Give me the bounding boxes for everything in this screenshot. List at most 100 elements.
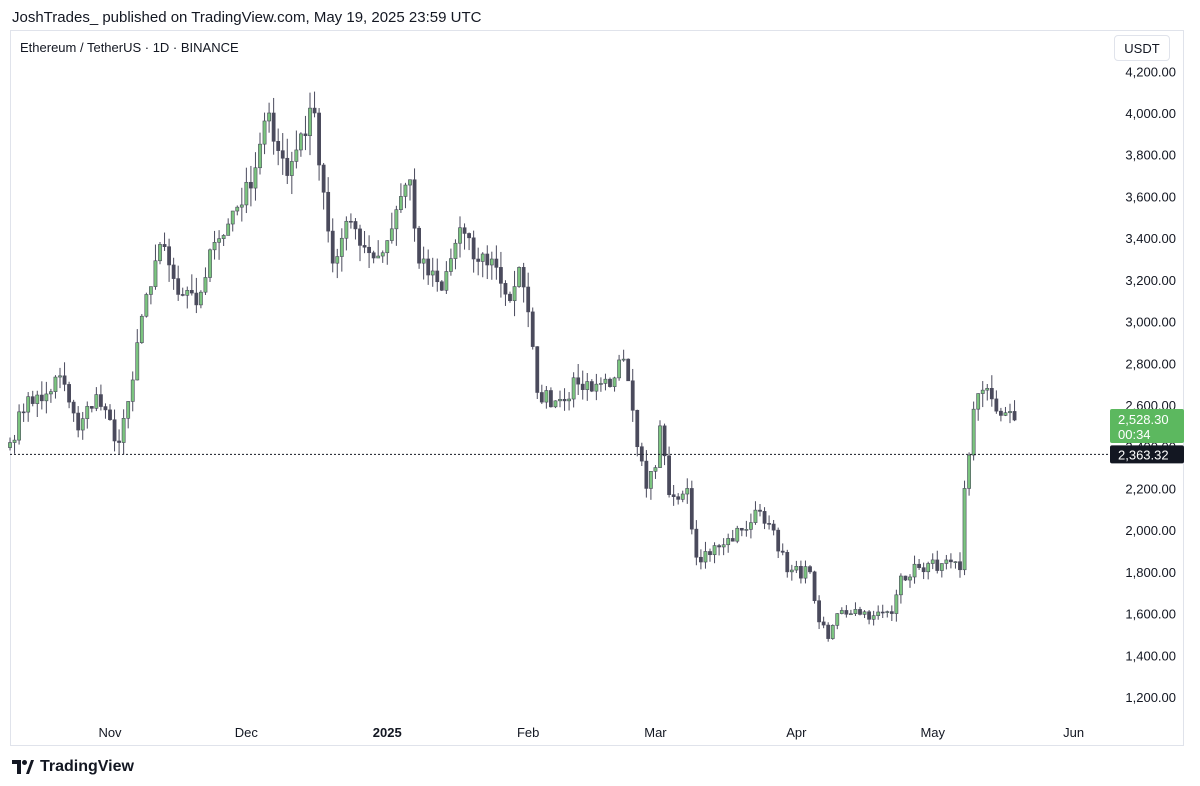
candle-body xyxy=(985,388,990,391)
candle-body xyxy=(758,509,762,512)
candle-body xyxy=(171,264,176,279)
candle-body xyxy=(880,611,885,614)
candle-body xyxy=(17,411,21,441)
candle-body xyxy=(708,551,712,556)
x-tick-label: 2025 xyxy=(373,725,402,740)
candle-body xyxy=(144,294,149,317)
candle-body xyxy=(780,550,785,553)
candle-body xyxy=(967,454,971,489)
candle-body xyxy=(539,392,544,403)
y-tick-label: 3,400.00 xyxy=(1125,231,1176,246)
candles xyxy=(8,91,1017,642)
candle-body xyxy=(499,267,503,284)
candle-body xyxy=(435,270,440,283)
candle-body xyxy=(867,611,871,620)
candle-body xyxy=(712,545,717,556)
candle-body xyxy=(444,271,449,291)
candle-body xyxy=(49,391,53,395)
candle-body xyxy=(817,600,821,623)
candle-body xyxy=(89,406,94,409)
candle-body xyxy=(812,571,817,602)
candle-body xyxy=(176,278,181,295)
candle-body xyxy=(208,249,212,278)
candle-body xyxy=(562,398,567,402)
candle-body xyxy=(521,267,526,288)
y-tick-label: 1,600.00 xyxy=(1125,607,1176,622)
candle-body xyxy=(903,575,908,581)
y-tick-label: 3,800.00 xyxy=(1125,148,1176,163)
candle-body xyxy=(35,394,40,404)
candle-body xyxy=(726,538,731,546)
candle-body xyxy=(62,375,67,385)
candle-body xyxy=(130,379,135,402)
candle-body xyxy=(803,566,808,579)
candle-body xyxy=(635,409,640,448)
x-tick-label: Dec xyxy=(235,725,259,740)
candle-body xyxy=(326,191,331,232)
candle-body xyxy=(299,133,303,151)
x-tick-label: Nov xyxy=(98,725,122,740)
symbol-title[interactable]: Ethereum / TetherUS · 1D · BINANCE xyxy=(20,40,239,55)
candle-body xyxy=(808,566,812,573)
y-tick-label: 4,000.00 xyxy=(1125,106,1176,121)
candle-body xyxy=(603,378,608,384)
candle-body xyxy=(258,143,262,169)
candle-body xyxy=(399,196,403,210)
candle-body xyxy=(139,315,144,343)
candle-body xyxy=(403,184,408,197)
candle-body xyxy=(85,406,90,419)
x-tick-label: May xyxy=(920,725,945,740)
candle-body xyxy=(944,559,949,564)
candle-body xyxy=(612,377,617,387)
candle-body xyxy=(103,406,108,411)
candle-body xyxy=(503,283,508,295)
candle-body xyxy=(830,625,835,639)
candle-body xyxy=(412,179,417,229)
candle-body xyxy=(480,253,485,262)
candle-body xyxy=(408,179,412,186)
y-tick-label: 1,400.00 xyxy=(1125,648,1176,663)
x-tick-label: Feb xyxy=(517,725,539,740)
x-tick-label: Jun xyxy=(1063,725,1084,740)
candle-body xyxy=(212,242,217,251)
candle-body xyxy=(321,164,326,193)
candle-body xyxy=(44,393,49,402)
candle-body xyxy=(262,120,267,145)
candle-body xyxy=(899,575,903,596)
candle-body xyxy=(767,523,771,525)
candle-body xyxy=(358,228,362,246)
candle-body xyxy=(335,256,340,264)
candle-body xyxy=(194,292,199,306)
candle-body xyxy=(162,244,167,247)
candle-body xyxy=(585,381,590,390)
candle-body xyxy=(544,390,549,403)
y-tick-label: 2,200.00 xyxy=(1125,481,1176,496)
currency-button[interactable]: USDT xyxy=(1114,35,1170,61)
tradingview-logo[interactable]: TradingView xyxy=(12,758,134,776)
candle-body xyxy=(789,569,794,573)
candle-body xyxy=(744,529,749,531)
candle-body xyxy=(217,238,221,243)
candle-body xyxy=(271,112,276,142)
candle-body xyxy=(671,494,676,497)
candle-body xyxy=(989,388,994,400)
candle-body xyxy=(1012,411,1017,421)
candle-body xyxy=(739,527,744,531)
candle-body xyxy=(599,383,603,385)
candle-body xyxy=(80,418,85,431)
candle-body xyxy=(844,610,849,615)
candle-body xyxy=(362,245,367,248)
candle-body xyxy=(294,149,299,162)
candle-body xyxy=(594,383,599,392)
candle-body xyxy=(535,346,540,393)
candle-body xyxy=(785,552,790,573)
candle-body xyxy=(876,611,881,616)
candle-body xyxy=(735,527,740,542)
x-axis: Nov Dec 2025 Feb Mar Apr May Jun xyxy=(98,725,1084,740)
candle-body xyxy=(589,381,594,392)
candle-body xyxy=(894,594,899,614)
candle-body xyxy=(526,286,531,313)
chart-frame[interactable] xyxy=(10,30,1184,746)
